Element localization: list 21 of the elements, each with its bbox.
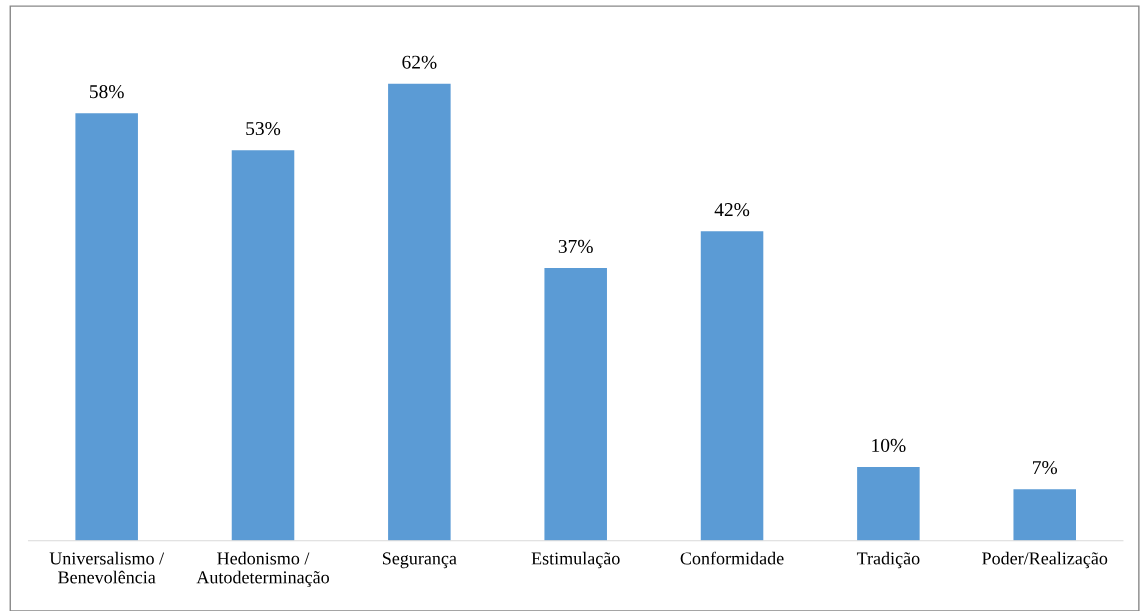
data-label: 58% — [89, 85, 124, 99]
bar — [857, 467, 920, 541]
bar — [544, 268, 607, 541]
bar — [231, 150, 295, 541]
bar — [1013, 489, 1076, 541]
bar — [75, 113, 138, 541]
x-tick-label: Universalismo / Benevolência — [49, 551, 165, 584]
bar — [388, 83, 451, 541]
data-label: 62% — [402, 55, 437, 69]
x-tick-label: Segurança — [382, 552, 457, 569]
data-label: 10% — [872, 438, 906, 453]
data-label: 37% — [558, 239, 593, 254]
x-tick-label: Tradição — [856, 551, 920, 569]
bar — [700, 231, 764, 541]
data-label: 42% — [714, 203, 750, 217]
x-tick-label: Poder/Realização — [982, 551, 1108, 569]
data-label: 7% — [1033, 460, 1058, 475]
data-label: 53% — [246, 121, 281, 136]
x-tick-label: Estimulação — [531, 551, 620, 569]
x-tick-label: Conformidade — [680, 551, 784, 565]
x-tick-label: Hedonismo / Autodeterminação — [196, 551, 329, 588]
